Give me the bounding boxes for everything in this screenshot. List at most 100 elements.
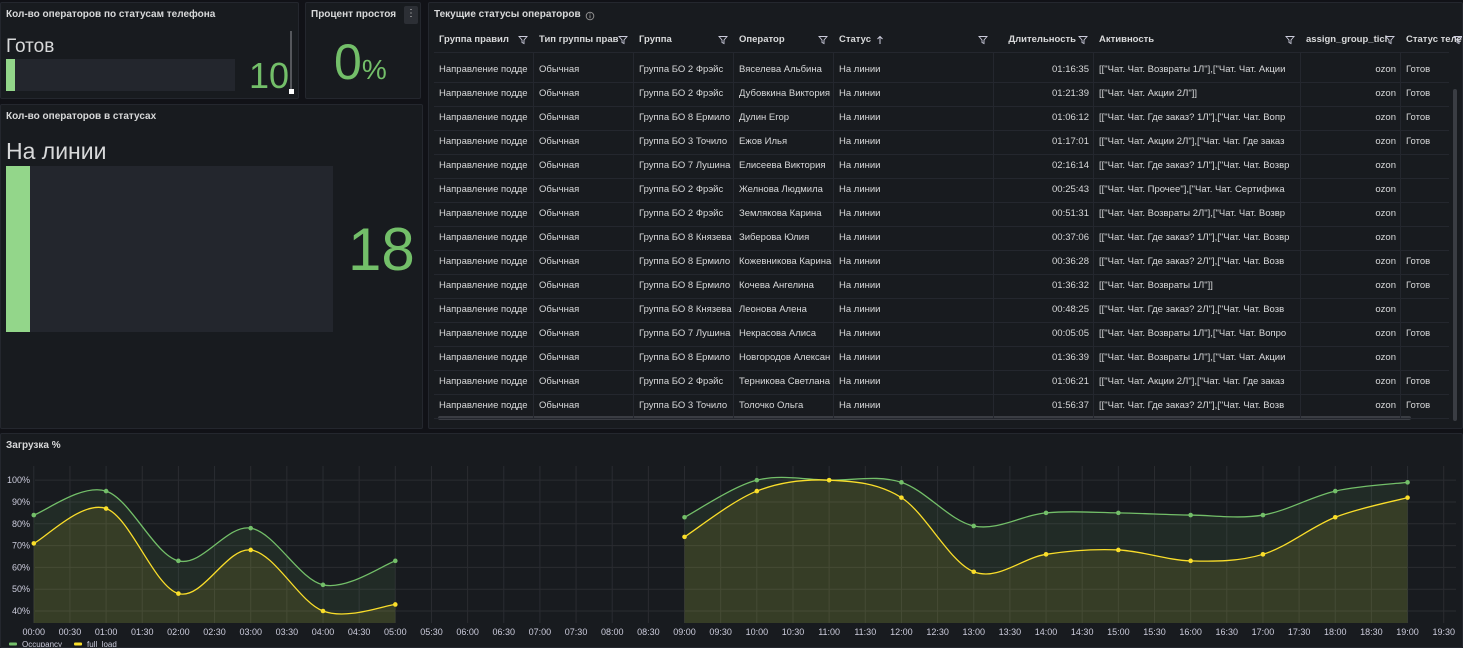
row-border [434, 154, 1449, 155]
column-header[interactable]: Активность [1099, 34, 1155, 45]
table-cell: 00:36:28 [1052, 256, 1089, 267]
filter-icon[interactable] [618, 35, 628, 45]
table-cell: [["Чат. Чат. Где заказ? 1Л"],["Чат. Чат.… [1099, 160, 1290, 171]
table-cell: ozon [1375, 232, 1396, 243]
series [31, 476, 1410, 623]
x-tick-label: 04:00 [312, 627, 335, 637]
table-cell: Группа БО 8 Ермило [639, 256, 731, 267]
table-cell: Группа БО 2 Фрэйс [639, 64, 724, 75]
gauge-fill [6, 166, 30, 332]
table-cell: Направление подде [439, 208, 528, 219]
x-tick-label: 03:30 [276, 627, 299, 637]
table-cell: Обычная [539, 112, 580, 123]
x-tick-label: 13:30 [999, 627, 1022, 637]
data-point [826, 477, 832, 483]
menu-button[interactable]: ⋮ [404, 6, 418, 24]
table-cell: Дубовкина Виктория [739, 88, 831, 99]
data-point [971, 569, 977, 575]
y-tick-label: 90% [12, 497, 30, 507]
table-cell: На линии [839, 64, 881, 75]
table-cell: Группа БО 3 Точило [639, 400, 728, 411]
table-cell: Направление подде [439, 184, 528, 195]
x-tick-label: 17:30 [1288, 627, 1311, 637]
x-tick-label: 02:30 [203, 627, 226, 637]
column-header[interactable]: Группа [639, 34, 672, 45]
table-cell: Группа БО 2 Фрэйс [639, 184, 724, 195]
table-cell: Группа БО 7 Лушина [639, 160, 731, 171]
table-cell: [["Чат. Чат. Где заказ? 2Л"],["Чат. Чат.… [1099, 304, 1285, 315]
table-cell: Направление подде [439, 88, 528, 99]
table-cell: 01:16:35 [1052, 64, 1089, 75]
table-cell: На линии [839, 280, 881, 291]
filter-icon[interactable] [1385, 35, 1395, 45]
data-point [248, 547, 254, 553]
table-cell: Некрасова Алиса [739, 328, 817, 339]
x-tick-label: 05:30 [420, 627, 443, 637]
row-border [434, 298, 1449, 299]
column-header[interactable]: Тип группы прав [539, 34, 619, 45]
table-cell: 00:05:05 [1052, 328, 1089, 339]
row-border [434, 106, 1449, 107]
table-cell: Обычная [539, 376, 580, 387]
x-tick-label: 06:00 [456, 627, 479, 637]
value: 0 [334, 34, 362, 90]
data-point [1116, 510, 1121, 516]
column-header[interactable]: Статус теле [1406, 34, 1462, 45]
table-cell: На линии [839, 112, 881, 123]
column-header[interactable]: Оператор [739, 34, 785, 45]
column-border [533, 52, 534, 418]
data-point [971, 523, 977, 529]
panel-title: Кол-во операторов в статусах [6, 111, 157, 122]
data-point [1260, 512, 1266, 518]
x-tick-label: 18:30 [1360, 627, 1383, 637]
x-tick-label: 06:30 [493, 627, 516, 637]
table-cell: ozon [1375, 352, 1396, 363]
row-border [434, 250, 1449, 251]
filter-icon[interactable] [718, 35, 728, 45]
table-cell: Готов [1406, 400, 1431, 411]
table-cell: [["Чат. Чат. Возвраты 1Л"],["Чат. Чат. А… [1099, 64, 1286, 75]
filter-icon[interactable] [1285, 35, 1295, 45]
table-cell: [["Чат. Чат. Где заказ? 2Л"],["Чат. Чат.… [1099, 256, 1285, 267]
table-cell: Направление подде [439, 112, 528, 123]
table-cell: Толочко Ольга [739, 400, 804, 411]
table-cell: Группа БО 8 Ермило [639, 112, 731, 123]
column-header[interactable]: Группа правил [439, 34, 509, 45]
filter-icon[interactable] [518, 35, 528, 45]
table-cell: ozon [1375, 88, 1396, 99]
table-cell: 00:48:25 [1052, 304, 1089, 315]
scrollbar [290, 31, 292, 89]
table-cell: 01:06:21 [1052, 376, 1089, 387]
column-header[interactable]: assign_group_ticl [1306, 34, 1388, 45]
table-cell: 02:16:14 [1052, 160, 1089, 171]
x-tick-label: 01:30 [131, 627, 154, 637]
table-cell: Группа БО 2 Фрэйс [639, 376, 724, 387]
series [31, 477, 1410, 623]
panel-title: Текущие статусы операторов [434, 9, 581, 20]
filter-icon[interactable] [1078, 35, 1088, 45]
table-cell: Обычная [539, 88, 580, 99]
table-cell: ozon [1375, 184, 1396, 195]
table-cell: ozon [1375, 208, 1396, 219]
column-header[interactable]: Статус [839, 34, 872, 45]
gauge-value: 10 [249, 55, 290, 96]
x-tick-label: 11:00 [818, 627, 840, 637]
row-border [434, 370, 1449, 371]
legend-swatch [74, 642, 83, 646]
sort-icon[interactable] [876, 35, 884, 45]
data-point [248, 525, 254, 531]
row-border [434, 130, 1449, 131]
table-cell: Направление подде [439, 232, 528, 243]
table-cell: Направление подде [439, 352, 528, 363]
filter-icon[interactable] [1453, 35, 1463, 45]
idle-panel: Процент простоя ⋮ 0% [305, 2, 421, 99]
table-cell: Готов [1406, 376, 1431, 387]
filter-icon[interactable] [978, 35, 988, 45]
column-header[interactable]: Длительность [1008, 34, 1076, 45]
data-point [1043, 552, 1049, 557]
filter-icon[interactable] [818, 35, 828, 45]
x-tick-label: 03:00 [239, 627, 262, 637]
table-cell: На линии [839, 184, 881, 195]
table-cell: 01:56:37 [1052, 400, 1089, 411]
